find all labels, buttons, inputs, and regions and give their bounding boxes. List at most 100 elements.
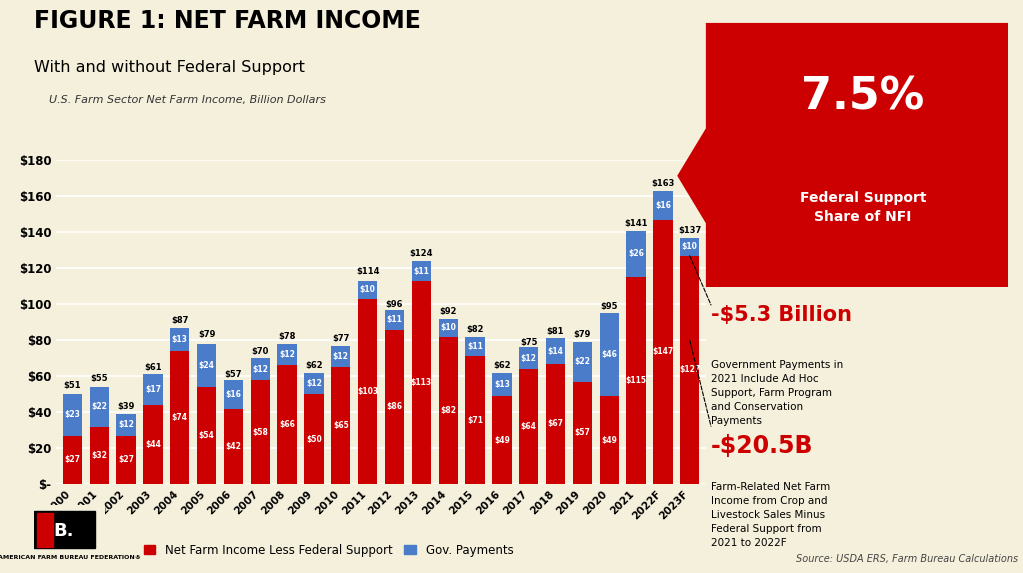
- Text: $51: $51: [63, 381, 81, 390]
- Bar: [251, 380, 270, 484]
- Text: $11: $11: [468, 342, 483, 351]
- Text: $12: $12: [306, 379, 322, 388]
- Text: $137: $137: [678, 226, 702, 235]
- Text: $81: $81: [547, 327, 565, 336]
- Text: $74: $74: [172, 413, 188, 422]
- Text: $10: $10: [681, 242, 698, 252]
- Text: $62: $62: [493, 361, 510, 370]
- Text: AMERICAN FARM BUREAU FEDERATION®: AMERICAN FARM BUREAU FEDERATION®: [0, 555, 141, 560]
- Text: $27: $27: [64, 456, 81, 464]
- Bar: [196, 387, 216, 484]
- Legend: Net Farm Income Less Federal Support, Gov. Payments: Net Farm Income Less Federal Support, Go…: [139, 539, 518, 562]
- Text: $12: $12: [253, 364, 268, 374]
- Text: $79: $79: [574, 331, 591, 339]
- Text: B.: B.: [54, 521, 75, 540]
- Bar: [251, 358, 270, 380]
- Text: $65: $65: [332, 421, 349, 430]
- Text: $39: $39: [118, 402, 135, 411]
- Bar: [680, 238, 700, 256]
- Bar: [224, 380, 243, 409]
- Text: $82: $82: [440, 406, 456, 415]
- Bar: [626, 230, 646, 277]
- Bar: [62, 394, 82, 435]
- Text: $127: $127: [679, 366, 701, 375]
- Text: $22: $22: [575, 358, 590, 366]
- Text: $75: $75: [520, 337, 537, 347]
- Text: Source: USDA ERS, Farm Bureau Calculations: Source: USDA ERS, Farm Bureau Calculatio…: [796, 555, 1018, 564]
- Text: $11: $11: [413, 266, 430, 276]
- Text: $67: $67: [547, 419, 564, 429]
- Bar: [546, 364, 566, 484]
- Text: $23: $23: [64, 410, 81, 419]
- Text: $24: $24: [198, 361, 215, 370]
- Text: $61: $61: [144, 363, 162, 372]
- Text: $12: $12: [332, 352, 349, 361]
- Bar: [62, 435, 82, 484]
- Text: U.S. Farm Sector Net Farm Income, Billion Dollars: U.S. Farm Sector Net Farm Income, Billio…: [49, 95, 326, 104]
- Text: -$20.5B: -$20.5B: [711, 434, 813, 458]
- Bar: [573, 382, 592, 484]
- Text: $95: $95: [601, 301, 618, 311]
- Bar: [519, 347, 538, 369]
- Bar: [411, 281, 431, 484]
- Bar: [385, 329, 404, 484]
- Text: $66: $66: [279, 421, 295, 429]
- Text: $96: $96: [386, 300, 403, 309]
- Text: $163: $163: [652, 179, 674, 189]
- Text: $46: $46: [602, 350, 617, 359]
- Text: $58: $58: [253, 427, 268, 437]
- Bar: [573, 342, 592, 382]
- Text: $10: $10: [360, 285, 375, 295]
- Text: $141: $141: [624, 219, 648, 228]
- Text: $57: $57: [575, 429, 590, 437]
- Text: Government Payments in
2021 Include Ad Hoc
Support, Farm Program
and Conservatio: Government Payments in 2021 Include Ad H…: [711, 360, 843, 426]
- Bar: [358, 281, 377, 299]
- Bar: [196, 344, 216, 387]
- Text: $14: $14: [547, 347, 564, 356]
- Text: $49: $49: [494, 435, 509, 445]
- Bar: [304, 394, 323, 484]
- Bar: [117, 414, 136, 435]
- Text: $124: $124: [409, 249, 433, 258]
- Text: $92: $92: [440, 307, 457, 316]
- Bar: [34, 511, 95, 548]
- Bar: [117, 435, 136, 484]
- Bar: [304, 372, 323, 394]
- Text: $12: $12: [118, 421, 134, 429]
- Text: $12: $12: [279, 350, 295, 359]
- Bar: [546, 339, 566, 364]
- Bar: [680, 256, 700, 484]
- Text: $27: $27: [118, 456, 134, 464]
- Bar: [492, 396, 512, 484]
- Text: $22: $22: [91, 402, 107, 411]
- Text: $71: $71: [468, 416, 483, 425]
- Bar: [170, 328, 189, 351]
- Bar: [492, 372, 512, 396]
- Bar: [331, 346, 351, 367]
- Text: $11: $11: [387, 315, 402, 324]
- Text: Federal Support
Share of NFI: Federal Support Share of NFI: [800, 191, 926, 224]
- Bar: [90, 427, 108, 484]
- Bar: [277, 344, 297, 366]
- Text: $147: $147: [653, 347, 673, 356]
- Text: $54: $54: [198, 431, 215, 440]
- Bar: [385, 310, 404, 329]
- Text: $10: $10: [440, 323, 456, 332]
- Bar: [465, 337, 485, 356]
- Text: $32: $32: [91, 451, 107, 460]
- Bar: [654, 191, 672, 220]
- Text: $70: $70: [252, 347, 269, 356]
- Text: $49: $49: [602, 435, 617, 445]
- Text: $64: $64: [521, 422, 537, 431]
- Text: $86: $86: [387, 402, 402, 411]
- Text: $115: $115: [626, 376, 647, 385]
- Text: $12: $12: [521, 354, 537, 363]
- Text: $79: $79: [197, 331, 215, 339]
- Text: Farm-Related Net Farm
Income from Crop and
Livestock Sales Minus
Federal Support: Farm-Related Net Farm Income from Crop a…: [711, 481, 831, 548]
- Text: $16: $16: [225, 390, 241, 399]
- Text: $82: $82: [466, 325, 484, 334]
- Text: $50: $50: [306, 435, 322, 444]
- Text: $17: $17: [145, 385, 161, 394]
- Bar: [143, 405, 163, 484]
- Bar: [143, 375, 163, 405]
